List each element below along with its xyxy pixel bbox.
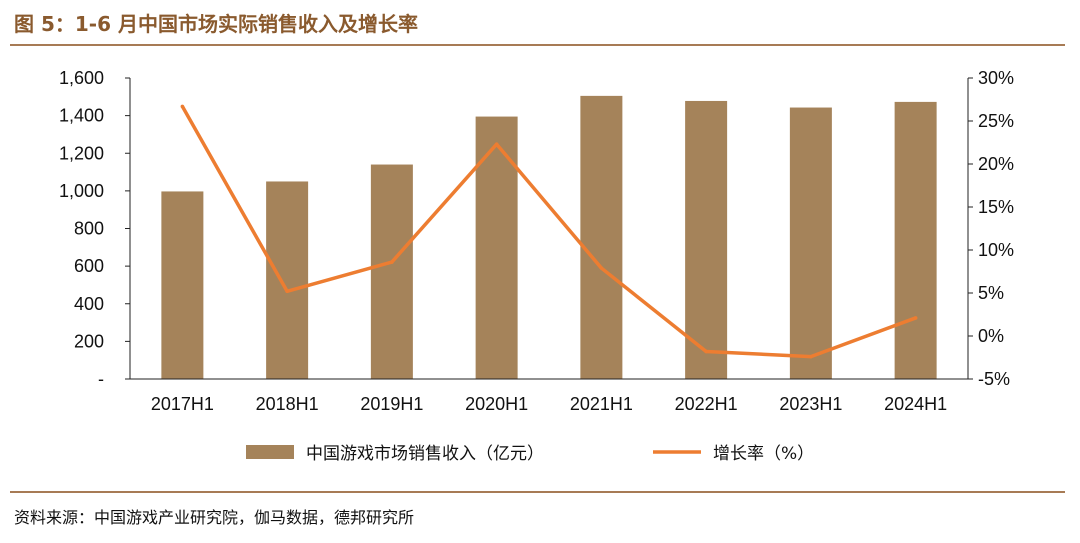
legend-line-label: 增长率（%） bbox=[713, 444, 814, 464]
legend: 中国游戏市场销售收入（亿元） 增长率（%） bbox=[246, 444, 814, 464]
right-tick-label: 10% bbox=[978, 240, 1014, 260]
chart-title: 图 5：1-6 月中国市场实际销售收入及增长率 bbox=[14, 12, 418, 36]
footer-divider bbox=[10, 491, 1065, 493]
right-tick-label: 30% bbox=[978, 68, 1014, 88]
growth-point-2020H1 bbox=[494, 142, 499, 147]
x-tick-label: 2024H1 bbox=[884, 394, 947, 414]
source-note: 资料来源：中国游戏产业研究院，伽马数据，德邦研究所 bbox=[14, 508, 415, 527]
left-tick-label: 1,200 bbox=[59, 143, 104, 163]
right-tick-label: 20% bbox=[978, 154, 1014, 174]
left-tick-label: 1,400 bbox=[59, 106, 104, 126]
bar-2021H1 bbox=[580, 95, 623, 379]
legend-bar-label: 中国游戏市场销售收入（亿元） bbox=[306, 444, 544, 464]
bar-series bbox=[161, 95, 937, 380]
right-tick-label: 15% bbox=[978, 197, 1014, 217]
right-tick-label: 25% bbox=[978, 111, 1014, 131]
growth-point-2021H1 bbox=[599, 266, 604, 270]
growth-point-2017H1 bbox=[180, 104, 185, 109]
right-tick-label: -5% bbox=[978, 369, 1010, 389]
left-tick-label: 1,000 bbox=[59, 181, 104, 201]
bar-2024H1 bbox=[894, 101, 937, 379]
growth-point-2023H1 bbox=[809, 354, 813, 359]
bar-2022H1 bbox=[685, 100, 728, 380]
x-tick-label: 2021H1 bbox=[570, 394, 633, 414]
left-tick-label: 200 bbox=[74, 331, 104, 351]
x-tick-label: 2023H1 bbox=[779, 394, 842, 414]
left-tick-label: 1,600 bbox=[59, 68, 104, 88]
x-tick-label: 2020H1 bbox=[465, 394, 528, 414]
bar-2017H1 bbox=[161, 191, 204, 379]
left-tick-label: - bbox=[98, 369, 104, 389]
title-divider bbox=[10, 44, 1065, 46]
left-tick-label: 400 bbox=[74, 294, 104, 314]
x-tick-label: 2022H1 bbox=[675, 394, 738, 414]
bar-2023H1 bbox=[789, 107, 832, 380]
growth-point-2018H1 bbox=[285, 289, 289, 294]
x-tick-label: 2018H1 bbox=[256, 394, 319, 414]
right-axis: -5% 0% 5% 10% 15% 20% 25% 30% bbox=[967, 68, 1014, 389]
line-series bbox=[180, 104, 918, 359]
bar-2019H1 bbox=[370, 164, 413, 379]
right-tick-label: 0% bbox=[978, 326, 1004, 346]
right-tick-label: 5% bbox=[978, 283, 1004, 303]
x-tick-label: 2017H1 bbox=[151, 394, 214, 414]
bar-2018H1 bbox=[266, 181, 309, 379]
growth-point-2019H1 bbox=[390, 260, 394, 264]
left-tick-label: 800 bbox=[74, 219, 104, 239]
left-axis: - 200 400 600 800 1,000 1,200 1,400 1,600 bbox=[59, 68, 131, 389]
growth-rate-line bbox=[180, 105, 917, 359]
bar-2020H1 bbox=[475, 116, 518, 380]
x-axis: 2017H1 2018H1 2019H1 2020H1 2021H1 2022H1 2023… bbox=[130, 378, 968, 414]
legend-bar-swatch bbox=[246, 445, 294, 459]
x-tick-label: 2019H1 bbox=[360, 394, 423, 414]
left-tick-label: 600 bbox=[74, 256, 104, 276]
growth-point-2024H1 bbox=[913, 316, 918, 320]
growth-point-2022H1 bbox=[704, 349, 708, 354]
